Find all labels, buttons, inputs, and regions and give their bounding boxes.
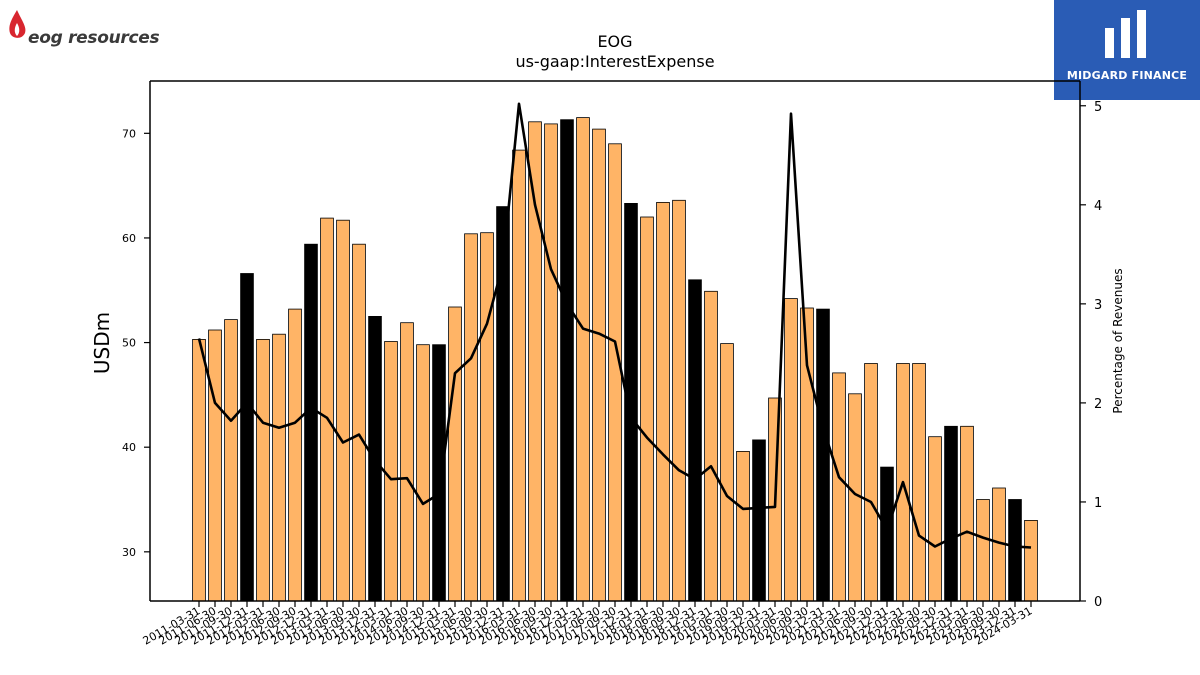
bar xyxy=(576,117,590,602)
bar xyxy=(512,149,526,602)
bar xyxy=(240,273,254,602)
y-tick-label: 50 xyxy=(122,337,136,350)
bar xyxy=(752,439,766,602)
bar xyxy=(784,298,798,602)
bar xyxy=(224,319,238,602)
bar xyxy=(400,322,414,602)
bar xyxy=(192,338,206,602)
bar xyxy=(640,216,654,602)
y2-tick-label: 0 xyxy=(1094,595,1102,610)
bar xyxy=(944,425,958,602)
y-tick-label: 40 xyxy=(122,441,136,454)
company-logo-text: eog resources xyxy=(28,28,160,48)
bar xyxy=(480,232,494,602)
bar xyxy=(384,341,398,602)
bar xyxy=(672,199,686,602)
bar xyxy=(960,425,974,602)
y2-tick-label: 1 xyxy=(1094,496,1102,511)
bar xyxy=(336,219,350,602)
bar xyxy=(608,143,622,602)
bar xyxy=(352,243,366,602)
bar xyxy=(448,306,462,602)
bar xyxy=(1024,520,1038,602)
bar xyxy=(688,279,702,602)
y-axis-label: USDm xyxy=(90,312,114,374)
flame-icon xyxy=(9,10,26,38)
publisher-logo-text: MIDGARD FINANCE xyxy=(1066,69,1188,82)
y2-axis-label: Percentage of Revenues xyxy=(1111,268,1125,413)
y2-tick-label: 5 xyxy=(1094,100,1102,115)
y2-tick-label: 4 xyxy=(1094,199,1102,214)
bar xyxy=(656,201,670,602)
bar xyxy=(592,128,606,602)
bar xyxy=(928,436,942,602)
bar xyxy=(912,363,926,602)
bar xyxy=(560,119,574,602)
y2-tick-label: 2 xyxy=(1094,397,1102,412)
bar xyxy=(976,499,990,602)
eog-resources-logo: eog resources xyxy=(6,6,176,48)
bar xyxy=(1008,499,1022,602)
bar xyxy=(528,121,542,602)
bar xyxy=(416,344,430,602)
y2-tick-label: 3 xyxy=(1094,298,1102,313)
y-tick-label: 60 xyxy=(122,232,136,245)
bar xyxy=(256,338,270,602)
percentage-line xyxy=(197,102,1032,549)
bar xyxy=(304,243,318,602)
bar xyxy=(288,308,302,602)
bar xyxy=(720,343,734,602)
bar xyxy=(208,329,222,602)
bar xyxy=(832,372,846,602)
bar xyxy=(464,233,478,602)
midgard-finance-logo: MIDGARD FINANCE xyxy=(1054,0,1200,100)
bar xyxy=(864,363,878,602)
bar xyxy=(432,344,446,602)
chart-subtitle: us-gaap:InterestExpense xyxy=(515,52,715,71)
bar xyxy=(320,217,334,602)
bar xyxy=(736,450,750,602)
bar xyxy=(544,123,558,602)
bar xyxy=(704,290,718,602)
y-tick-label: 30 xyxy=(122,546,136,559)
midgard-mark-icon xyxy=(1105,10,1146,58)
chart-title: EOG xyxy=(597,32,633,51)
bar xyxy=(816,308,830,602)
bar xyxy=(880,466,894,602)
y-tick-label: 70 xyxy=(122,127,136,140)
bar xyxy=(272,333,286,602)
